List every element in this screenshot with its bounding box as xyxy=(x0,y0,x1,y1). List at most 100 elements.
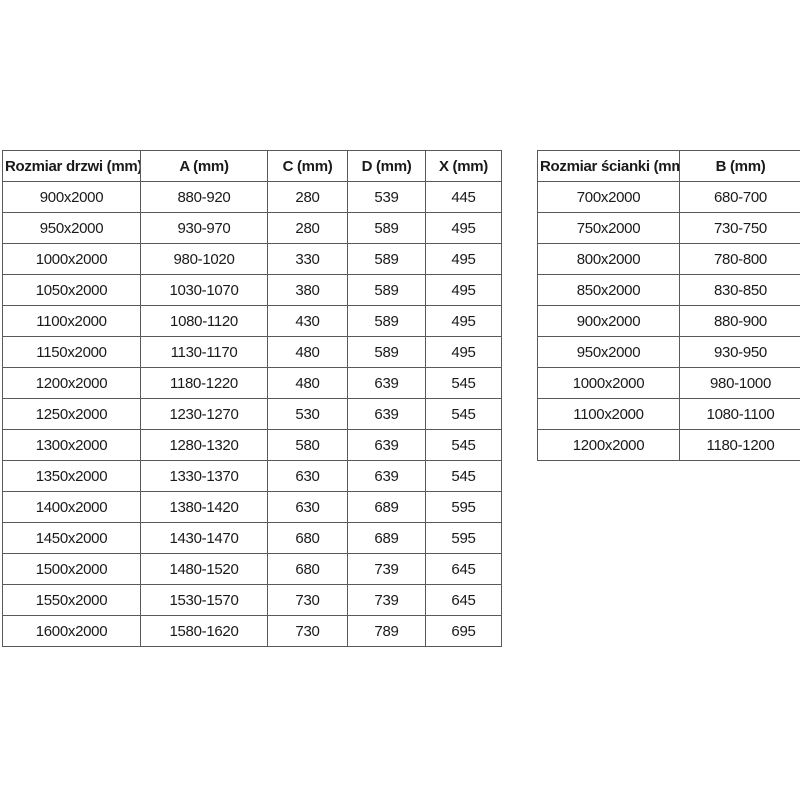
table-cell: 495 xyxy=(425,243,502,275)
table-cell: 1280-1320 xyxy=(140,429,268,461)
table-cell: 930-950 xyxy=(679,336,800,368)
table-cell: 1100x2000 xyxy=(537,398,680,430)
header-cell: D (mm) xyxy=(347,150,426,182)
table-row: 1600x2000 1580-1620 730 789 695 xyxy=(2,615,502,647)
table-cell: 1480-1520 xyxy=(140,553,268,585)
table-cell: 1080-1100 xyxy=(679,398,800,430)
table-cell: 730-750 xyxy=(679,212,800,244)
table-row: 1150x2000 1130-1170 480 589 495 xyxy=(2,336,502,368)
header-cell: Rozmiar ścianki (mm) xyxy=(537,150,680,182)
header-cell: B (mm) xyxy=(679,150,800,182)
table-cell: 630 xyxy=(267,491,348,523)
table-row: 1000x2000 980-1020 330 589 495 xyxy=(2,243,502,275)
table-cell: 880-920 xyxy=(140,181,268,213)
table-cell: 280 xyxy=(267,181,348,213)
table-cell: 645 xyxy=(425,584,502,616)
table-cell: 280 xyxy=(267,212,348,244)
table-cell: 1380-1420 xyxy=(140,491,268,523)
table-cell: 430 xyxy=(267,305,348,337)
table-cell: 580 xyxy=(267,429,348,461)
table-row: 1200x2000 1180-1220 480 639 545 xyxy=(2,367,502,399)
table-row: 950x2000 930-970 280 589 495 xyxy=(2,212,502,244)
table-cell: 589 xyxy=(347,274,426,306)
header-row: Rozmiar drzwi (mm) A (mm) C (mm) D (mm) X (m… xyxy=(2,150,502,182)
table-row: 900x2000 880-920 280 539 445 xyxy=(2,181,502,213)
table-row: 850x2000 830-850 xyxy=(537,274,800,306)
table-row: 1550x2000 1530-1570 730 739 645 xyxy=(2,584,502,616)
table-cell: 800x2000 xyxy=(537,243,680,275)
table-cell: 645 xyxy=(425,553,502,585)
table-cell: 695 xyxy=(425,615,502,647)
table-cell: 739 xyxy=(347,553,426,585)
table-cell: 589 xyxy=(347,212,426,244)
table-cell: 1200x2000 xyxy=(537,429,680,461)
table-row: 1250x2000 1230-1270 530 639 545 xyxy=(2,398,502,430)
table-cell: 880-900 xyxy=(679,305,800,337)
table-cell: 780-800 xyxy=(679,243,800,275)
table-cell: 1030-1070 xyxy=(140,274,268,306)
table-cell: 700x2000 xyxy=(537,181,680,213)
table-cell: 1130-1170 xyxy=(140,336,268,368)
table-cell: 589 xyxy=(347,305,426,337)
table-cell: 1100x2000 xyxy=(2,305,141,337)
table-row: 750x2000 730-750 xyxy=(537,212,800,244)
table-cell: 1230-1270 xyxy=(140,398,268,430)
table-cell: 589 xyxy=(347,336,426,368)
table-row: 1000x2000 980-1000 xyxy=(537,367,800,399)
table-row: 1200x2000 1180-1200 xyxy=(537,429,800,461)
table-cell: 850x2000 xyxy=(537,274,680,306)
table-row: 1100x2000 1080-1120 430 589 495 xyxy=(2,305,502,337)
table-cell: 1580-1620 xyxy=(140,615,268,647)
door-size-table-header: Rozmiar drzwi (mm) A (mm) C (mm) D (mm) X (m… xyxy=(2,150,502,182)
table-cell: 639 xyxy=(347,460,426,492)
table-cell: 1180-1220 xyxy=(140,367,268,399)
table-cell: 1550x2000 xyxy=(2,584,141,616)
table-cell: 1500x2000 xyxy=(2,553,141,585)
wall-panel-size-table-body: 700x2000 680-700 750x2000 730-750 800x2000 78… xyxy=(537,181,800,461)
table-cell: 495 xyxy=(425,212,502,244)
table-cell: 739 xyxy=(347,584,426,616)
table-cell: 495 xyxy=(425,336,502,368)
table-row: 1350x2000 1330-1370 630 639 545 xyxy=(2,460,502,492)
table-cell: 595 xyxy=(425,522,502,554)
table-cell: 930-970 xyxy=(140,212,268,244)
table-row: 1300x2000 1280-1320 580 639 545 xyxy=(2,429,502,461)
table-cell: 950x2000 xyxy=(2,212,141,244)
table-cell: 1180-1200 xyxy=(679,429,800,461)
header-cell: A (mm) xyxy=(140,150,268,182)
table-cell: 980-1020 xyxy=(140,243,268,275)
table-cell: 1300x2000 xyxy=(2,429,141,461)
table-row: 900x2000 880-900 xyxy=(537,305,800,337)
table-cell: 680 xyxy=(267,522,348,554)
table-cell: 980-1000 xyxy=(679,367,800,399)
wall-panel-size-table-header: Rozmiar ścianki (mm) B (mm) xyxy=(537,150,800,182)
table-cell: 1000x2000 xyxy=(537,367,680,399)
table-cell: 900x2000 xyxy=(537,305,680,337)
table-cell: 639 xyxy=(347,398,426,430)
table-cell: 750x2000 xyxy=(537,212,680,244)
table-cell: 730 xyxy=(267,584,348,616)
table-cell: 680 xyxy=(267,553,348,585)
table-cell: 1250x2000 xyxy=(2,398,141,430)
table-row: 1500x2000 1480-1520 680 739 645 xyxy=(2,553,502,585)
wall-panel-size-table: Rozmiar ścianki (mm) B (mm) 700x2000 680-7… xyxy=(537,150,800,461)
table-cell: 545 xyxy=(425,460,502,492)
table-cell: 1050x2000 xyxy=(2,274,141,306)
table-cell: 545 xyxy=(425,367,502,399)
header-row: Rozmiar ścianki (mm) B (mm) xyxy=(537,150,800,182)
table-cell: 680-700 xyxy=(679,181,800,213)
table-cell: 1350x2000 xyxy=(2,460,141,492)
table-cell: 589 xyxy=(347,243,426,275)
table-cell: 1400x2000 xyxy=(2,491,141,523)
table-cell: 830-850 xyxy=(679,274,800,306)
table-row: 1450x2000 1430-1470 680 689 595 xyxy=(2,522,502,554)
table-cell: 545 xyxy=(425,398,502,430)
table-row: 1100x2000 1080-1100 xyxy=(537,398,800,430)
table-cell: 1080-1120 xyxy=(140,305,268,337)
table-cell: 1200x2000 xyxy=(2,367,141,399)
table-cell: 900x2000 xyxy=(2,181,141,213)
table-cell: 630 xyxy=(267,460,348,492)
header-cell: X (mm) xyxy=(425,150,502,182)
table-cell: 545 xyxy=(425,429,502,461)
table-cell: 480 xyxy=(267,367,348,399)
